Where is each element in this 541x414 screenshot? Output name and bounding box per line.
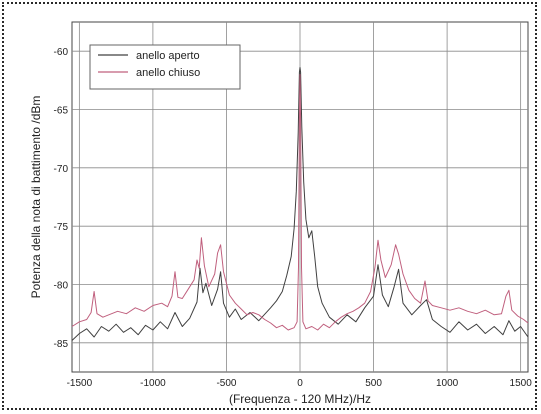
series-line-anello-aperto (71, 67, 529, 341)
y-tick-label: -75 (54, 222, 69, 233)
series-lines (71, 67, 529, 341)
y-tick-label: -60 (54, 47, 69, 58)
x-tick-label: 0 (297, 378, 303, 389)
x-tick-label: -1000 (140, 378, 166, 389)
legend-box (89, 44, 241, 90)
legend: anello aperto anello chiuso (89, 44, 241, 90)
y-tick-label: -65 (54, 106, 69, 117)
x-tick-label: -1500 (67, 378, 93, 389)
y-tick-label: -80 (54, 281, 69, 292)
x-tick-label: 1000 (436, 378, 459, 389)
y-tick-label: -85 (54, 339, 69, 350)
series-line-anello-chiuso (71, 74, 529, 331)
y-axis-label: Potenza della nota di battimento /dBm (29, 96, 43, 299)
y-axis-ticks: -60 -65 -70 -75 -80 -85 (54, 47, 69, 350)
x-tick-label: 1500 (510, 378, 533, 389)
x-tick-label: 500 (365, 378, 382, 389)
figure-border (2, 2, 537, 410)
x-axis-label: (Frequenza - 120 MHz)/Hz (229, 392, 371, 406)
x-axis-ticks: -1500 -1000 -500 0 500 1000 1500 (67, 378, 533, 389)
legend-label-anello-aperto: anello aperto (136, 50, 200, 62)
legend-label-anello-chiuso: anello chiuso (136, 67, 200, 79)
y-tick-label: -70 (54, 164, 69, 175)
x-tick-label: -500 (216, 378, 236, 389)
